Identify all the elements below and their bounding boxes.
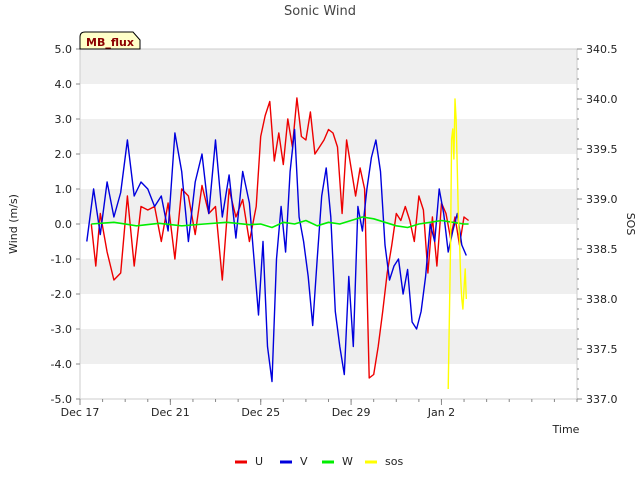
series-line-sos [447, 98, 467, 390]
plot-band [80, 329, 577, 364]
y-right-tick-label: 338.0 [586, 293, 618, 306]
x-axis-label: Time [552, 423, 580, 436]
legend-label-u: U [255, 455, 263, 468]
y-left-tick-label: 5.0 [55, 43, 73, 56]
mb-flux-badge: MB_flux [79, 31, 141, 50]
y-axis-left-ticks: 5.0 4.0 3.0 2.0 1.0 0.0 -1.0 -2.0 -3.0 -4.0 -5.0 [51, 43, 80, 406]
y-left-tick-label: 0.0 [55, 218, 73, 231]
x-tick-label: Jan 2 [427, 406, 455, 419]
legend-label-v: V [300, 455, 308, 468]
legend-label-sos: sos [385, 455, 403, 468]
y-right-tick-label: 337.5 [586, 343, 618, 356]
y-axis-left-label: Wind (m/s) [7, 194, 20, 254]
plot-band [80, 259, 577, 294]
x-tick-label: Dec 17 [61, 406, 100, 419]
y-right-tick-label: 338.5 [586, 243, 618, 256]
series-line-v [86, 128, 467, 383]
y-right-tick-label: 340.0 [586, 93, 618, 106]
plot-band [80, 294, 577, 329]
plot-band [80, 84, 577, 119]
series-lines [86, 97, 470, 390]
y-right-tick-label: 340.5 [586, 43, 618, 56]
y-left-tick-label: 4.0 [55, 78, 73, 91]
y-axis-right-label: SOS [624, 213, 637, 236]
y-left-tick-label: 3.0 [55, 113, 73, 126]
y-right-tick-label: 339.5 [586, 143, 618, 156]
plot-band [80, 119, 577, 154]
x-tick-label: Dec 29 [332, 406, 371, 419]
x-axis-ticks: Dec 17 Dec 21 Dec 25 Dec 29 Jan 2 [61, 399, 578, 419]
y-left-tick-label: 1.0 [55, 183, 73, 196]
legend-label-w: W [342, 455, 353, 468]
y-left-tick-label: -5.0 [51, 393, 72, 406]
x-tick-label: Dec 21 [151, 406, 190, 419]
y-left-tick-label: 2.0 [55, 148, 73, 161]
badge-label: MB_flux [86, 36, 134, 49]
series-line-w [91, 216, 469, 229]
plot-band [80, 154, 577, 189]
plot-band [80, 49, 577, 84]
y-left-tick-label: -1.0 [51, 253, 72, 266]
series-line-u [90, 97, 470, 379]
plot-band [80, 364, 577, 399]
x-tick-label: Dec 25 [241, 406, 280, 419]
y-right-tick-label: 337.0 [586, 393, 618, 406]
y-left-tick-label: -3.0 [51, 323, 72, 336]
plot-band [80, 224, 577, 259]
chart-title: Sonic Wind [284, 4, 356, 19]
y-right-tick-label: 339.0 [586, 193, 618, 206]
y-left-tick-label: -2.0 [51, 288, 72, 301]
y-left-tick-label: -4.0 [51, 358, 72, 371]
y-axis-right-ticks: 340.5 340.0 339.5 339.0 338.5 338.0 337.5 337.0 [577, 43, 618, 406]
